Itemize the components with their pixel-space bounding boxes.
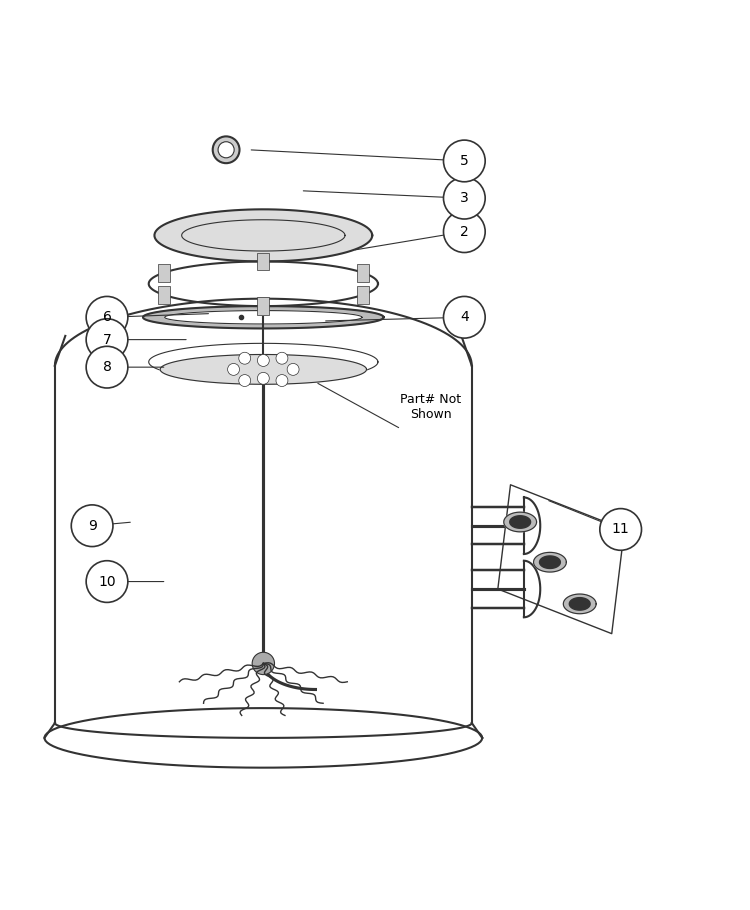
Circle shape (443, 211, 485, 252)
FancyBboxPatch shape (257, 252, 269, 270)
FancyBboxPatch shape (158, 264, 170, 281)
Circle shape (276, 375, 288, 387)
Circle shape (600, 509, 641, 551)
Text: 6: 6 (103, 310, 112, 324)
Text: Part# Not
Shown: Part# Not Shown (400, 392, 461, 420)
Polygon shape (563, 594, 596, 613)
Circle shape (71, 505, 113, 547)
Text: 9: 9 (88, 519, 97, 532)
Polygon shape (569, 598, 590, 610)
Text: 5: 5 (460, 154, 469, 168)
Circle shape (86, 318, 128, 360)
Circle shape (443, 177, 485, 219)
Polygon shape (165, 310, 362, 324)
Text: 8: 8 (103, 360, 112, 374)
Circle shape (443, 140, 485, 182)
Polygon shape (510, 516, 530, 528)
Circle shape (86, 297, 128, 339)
Circle shape (238, 352, 250, 364)
Circle shape (218, 142, 234, 157)
Circle shape (252, 652, 274, 674)
Text: 2: 2 (460, 225, 469, 238)
FancyBboxPatch shape (257, 298, 269, 315)
Text: 7: 7 (103, 333, 111, 347)
Circle shape (86, 347, 128, 388)
FancyBboxPatch shape (158, 286, 170, 304)
Polygon shape (533, 552, 566, 572)
Circle shape (227, 363, 239, 375)
Circle shape (443, 297, 485, 339)
Text: 11: 11 (612, 522, 629, 536)
Circle shape (257, 372, 269, 384)
Polygon shape (160, 355, 367, 384)
Circle shape (238, 375, 250, 387)
FancyBboxPatch shape (357, 286, 368, 304)
Polygon shape (504, 512, 536, 531)
Circle shape (276, 352, 288, 364)
Polygon shape (539, 556, 560, 569)
FancyBboxPatch shape (357, 264, 368, 281)
Text: 4: 4 (460, 310, 469, 324)
Circle shape (287, 363, 299, 375)
Text: 3: 3 (460, 191, 469, 205)
Circle shape (86, 561, 128, 602)
Polygon shape (143, 306, 384, 329)
Polygon shape (154, 209, 372, 261)
Circle shape (213, 136, 239, 163)
Circle shape (257, 355, 269, 367)
Text: 10: 10 (98, 574, 116, 589)
